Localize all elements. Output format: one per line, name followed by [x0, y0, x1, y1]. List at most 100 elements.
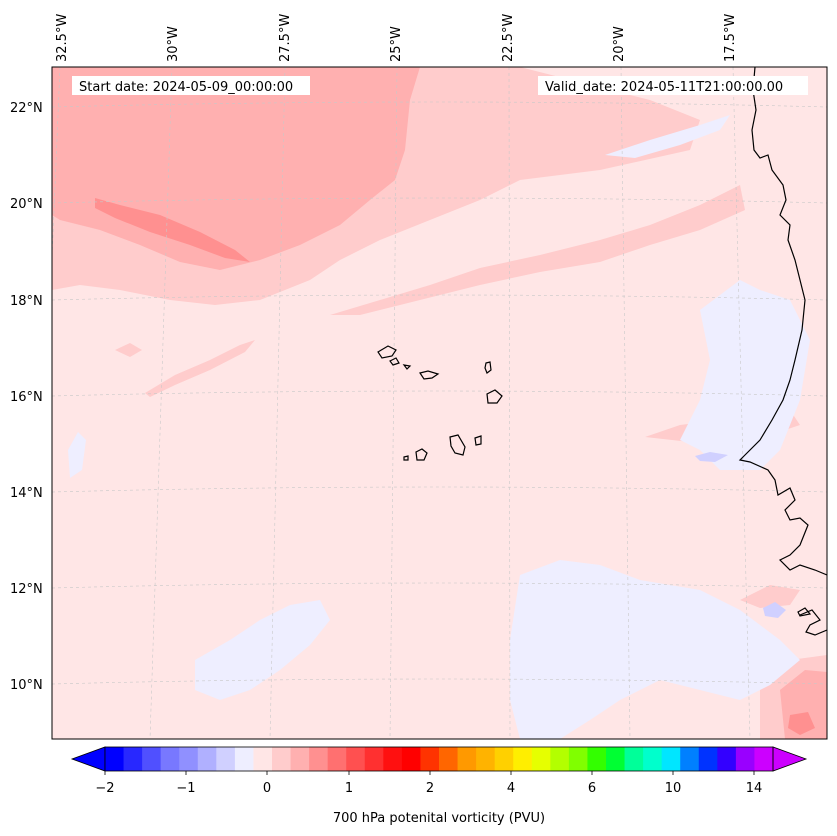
lat-label: 14°N — [10, 486, 43, 501]
meridian-30w — [149, 67, 173, 739]
lon-label: 17.5°W — [723, 14, 738, 62]
lat-label: 22°N — [10, 101, 43, 116]
graticule — [52, 67, 827, 739]
colorbar-cell — [624, 747, 644, 771]
lon-label: 30°W — [166, 26, 181, 62]
colorbar-tick-label: −2 — [95, 781, 114, 796]
colorbar-cell — [717, 747, 737, 771]
meridian-27-5w — [269, 67, 286, 739]
island-santa-luzia — [402, 364, 412, 370]
colorbar-cell — [105, 747, 125, 771]
colorbar-cell — [476, 747, 496, 771]
colorbar-tick-labels: −2 −1 0 1 2 4 6 10 14 — [95, 781, 762, 796]
start-date-text: Start date: 2024-05-09_00:00:00 — [79, 80, 293, 95]
pv-contour-fills — [52, 67, 827, 739]
colorbar-tick-label: 14 — [746, 781, 763, 796]
colorbar-cell — [698, 747, 718, 771]
start-date-box — [72, 76, 310, 95]
pv-region-blue-north — [605, 115, 730, 158]
colorbar-tick-label: 6 — [588, 781, 596, 796]
colorbar-cell — [253, 747, 273, 771]
colorbar-cell — [457, 747, 477, 771]
cape-verde-islands — [377, 345, 503, 461]
colorbar-cell — [550, 747, 570, 771]
colorbar-tick-label: 10 — [665, 781, 682, 796]
colorbar-cell — [346, 747, 366, 771]
colorbar-cell — [420, 747, 440, 771]
colorbar-cell — [197, 747, 217, 771]
map-panel — [52, 67, 827, 739]
colorbar-cell — [531, 747, 551, 771]
colorbar-cell — [754, 747, 774, 771]
colorbar-cell — [401, 747, 421, 771]
lat-labels: 22°N 20°N 18°N 16°N 14°N 12°N 10°N — [10, 101, 43, 693]
parallel-22n — [52, 101, 827, 108]
colorbar-cell — [439, 747, 459, 771]
lat-label: 18°N — [10, 294, 43, 309]
island-santo-antao — [377, 345, 397, 359]
island-fogo — [415, 448, 428, 461]
pv-region-blue-deep1 — [695, 452, 728, 462]
lat-label: 12°N — [10, 582, 43, 597]
lon-label: 25°W — [389, 26, 404, 62]
colorbar-min-extend — [70, 746, 106, 772]
colorbar-cell — [606, 747, 626, 771]
colorbar-label: 700 hPa potenital vorticity (PVU) — [333, 811, 545, 826]
pv-region-blue-southwest — [195, 600, 330, 700]
colorbar-cell — [513, 747, 533, 771]
lat-label: 10°N — [10, 678, 43, 693]
pv-region-blue-east — [680, 280, 810, 470]
parallel-14n — [52, 486, 827, 493]
meridian-22-5w — [508, 67, 511, 739]
meridian-17-5w — [732, 67, 751, 739]
colorbar-cell — [160, 747, 180, 771]
island-boa-vista — [486, 389, 503, 404]
colorbar-cell — [234, 747, 254, 771]
pv-region-light-se — [740, 585, 800, 608]
parallel-16n — [52, 390, 827, 397]
lon-labels: 32.5°W 30°W 27.5°W 25°W 22.5°W 20°W 17.5… — [55, 14, 738, 62]
valid-date-text: Valid_date: 2024-05-11T21:00:00.00 — [545, 80, 783, 95]
colorbar-cell — [179, 747, 199, 771]
colorbar-outline — [104, 746, 774, 772]
parallel-10n — [52, 678, 827, 685]
colorbar-cell — [216, 747, 236, 771]
pv-region-blue-west — [68, 432, 86, 478]
colorbar-cell — [123, 747, 143, 771]
pv-region-blue-south — [510, 560, 800, 739]
africa-coastline — [738, 67, 827, 576]
map-frame — [51, 66, 828, 740]
colorbar-cell — [290, 747, 310, 771]
meridian-20w — [620, 67, 631, 739]
pv-region-light-streak — [145, 340, 255, 397]
colorbar-cell — [494, 747, 514, 771]
colorbar-cell — [661, 747, 681, 771]
valid-date-box — [538, 76, 808, 95]
pv-region-dark-streak — [95, 198, 250, 262]
colorbar-tick-label: −1 — [176, 781, 195, 796]
island-sal — [484, 361, 492, 374]
colorbar-cell — [364, 747, 384, 771]
island-maio — [474, 435, 482, 446]
africa-coast-islets — [797, 607, 812, 617]
pv-region-light-blob — [115, 343, 142, 357]
colorbar-tick-label: 1 — [345, 781, 353, 796]
colorbar: −2 −1 0 1 2 4 6 10 14 700 hPa potenital … — [70, 746, 808, 826]
colorbar-tick-label: 2 — [426, 781, 434, 796]
island-santiago — [449, 434, 466, 456]
colorbar-cells — [105, 747, 774, 771]
island-sao-vicente — [389, 357, 400, 366]
colorbar-cell — [309, 747, 329, 771]
colorbar-cell — [272, 747, 292, 771]
parallel-20n — [52, 197, 827, 204]
colorbar-cell — [735, 747, 755, 771]
lon-label: 20°W — [612, 26, 627, 62]
colorbar-cell — [327, 747, 347, 771]
pv-region-blue-deep2 — [763, 602, 786, 618]
parallel-12n — [52, 582, 827, 589]
pv-region-dark-se — [788, 712, 815, 735]
colorbar-cell — [587, 747, 607, 771]
lat-label: 20°N — [10, 197, 43, 212]
africa-coast-guinea — [799, 609, 827, 636]
